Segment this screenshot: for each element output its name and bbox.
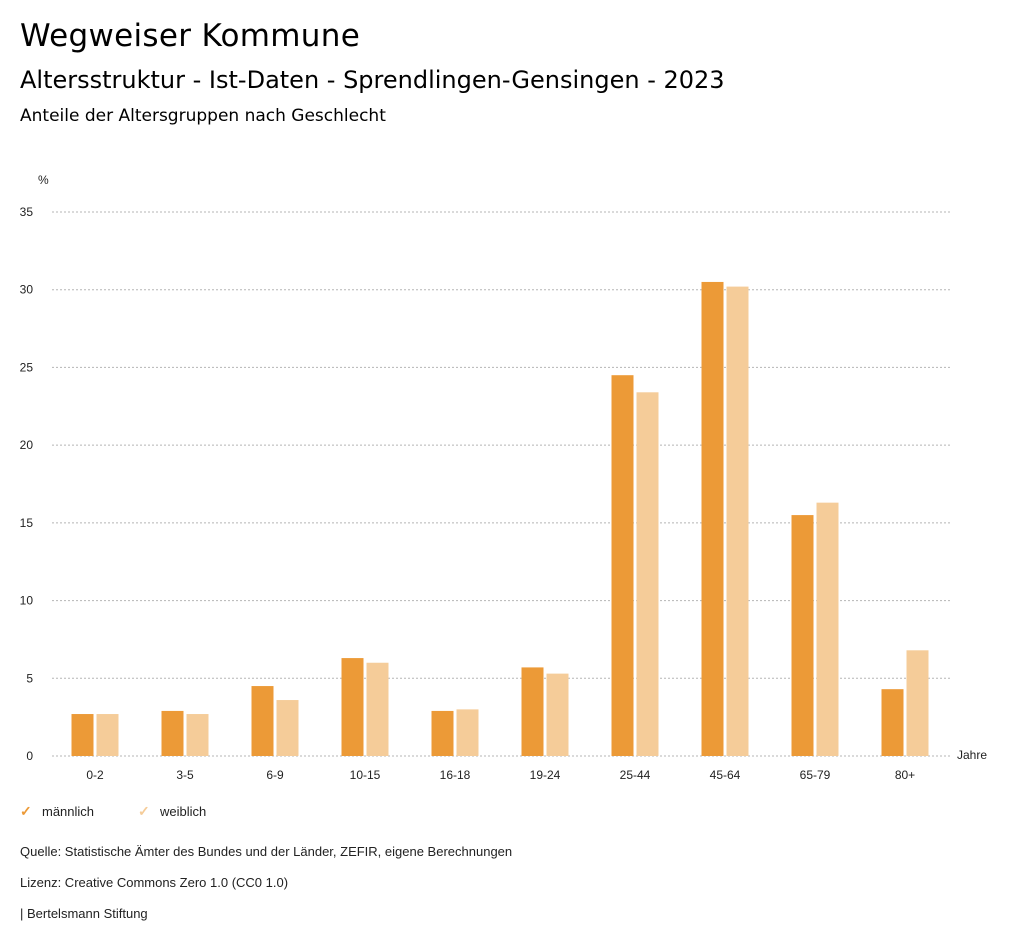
y-axis-label: % <box>38 173 49 187</box>
x-tick-label: 80+ <box>895 768 915 782</box>
y-tick-label: 0 <box>26 749 33 763</box>
y-axis-ticks: 0 5 10 15 20 25 30 35 <box>20 205 34 763</box>
y-tick-label: 20 <box>20 438 34 452</box>
chart-title: Anteile der Altersgruppen nach Geschlech… <box>20 106 386 126</box>
bar-männlich-3-5[interactable] <box>161 710 184 756</box>
bar-weiblich-19-24[interactable] <box>546 673 569 756</box>
bar-weiblich-3-5[interactable] <box>186 714 209 756</box>
bars <box>71 281 929 756</box>
x-tick-label: 45-64 <box>710 768 741 782</box>
bar-männlich-45-64[interactable] <box>701 281 724 756</box>
bar-männlich-19-24[interactable] <box>521 667 544 756</box>
x-tick-label: 25-44 <box>620 768 651 782</box>
x-tick-label: 65-79 <box>800 768 831 782</box>
publisher-text: | Bertelsmann Stiftung <box>20 906 148 921</box>
bar-weiblich-6-9[interactable] <box>276 700 299 756</box>
y-tick-label: 25 <box>20 360 34 374</box>
x-tick-label: 6-9 <box>266 768 284 782</box>
y-tick-label: 5 <box>26 671 33 685</box>
bar-männlich-25-44[interactable] <box>611 375 634 756</box>
x-tick-label: 16-18 <box>440 768 471 782</box>
bar-weiblich-65-79[interactable] <box>816 502 839 756</box>
grid-lines <box>52 211 952 757</box>
bar-männlich-0-2[interactable] <box>71 714 94 756</box>
y-tick-label: 35 <box>20 205 34 219</box>
bar-weiblich-0-2[interactable] <box>96 714 119 756</box>
x-tick-label: 0-2 <box>86 768 104 782</box>
license-text: Lizenz: Creative Commons Zero 1.0 (CC0 1… <box>20 875 289 890</box>
legend-label: weiblich <box>160 804 207 819</box>
bar-männlich-65-79[interactable] <box>791 515 814 756</box>
source-text: Quelle: Statistische Ämter des Bundes un… <box>20 844 513 859</box>
y-tick-label: 10 <box>20 594 34 608</box>
bar-chart: 0 5 10 15 20 25 30 35 0-2 3-5 6-9 10-15 16-18 19-24 2… <box>20 173 988 782</box>
check-icon: ✓ <box>138 803 150 819</box>
y-tick-label: 15 <box>20 516 34 530</box>
bar-weiblich-25-44[interactable] <box>636 392 659 756</box>
x-axis-ticks: 0-2 3-5 6-9 10-15 16-18 19-24 25-44 45-64 65-79 8… <box>86 768 915 782</box>
bar-weiblich-16-18[interactable] <box>456 709 479 756</box>
chart-subtitle: Altersstruktur - Ist-Daten - Sprendlinge… <box>20 66 725 94</box>
bar-männlich-16-18[interactable] <box>431 710 454 756</box>
bar-männlich-80+[interactable] <box>881 689 904 756</box>
y-tick-label: 30 <box>20 283 34 297</box>
x-tick-label: 10-15 <box>350 768 381 782</box>
bar-weiblich-45-64[interactable] <box>726 286 749 756</box>
legend-label: männlich <box>42 804 95 819</box>
page-title: Wegweiser Kommune <box>20 18 361 54</box>
x-axis-label: Jahre <box>957 748 987 762</box>
check-icon: ✓ <box>20 803 32 819</box>
x-tick-label: 19-24 <box>530 768 561 782</box>
bar-männlich-6-9[interactable] <box>251 686 274 756</box>
legend-item-weiblich[interactable]: ✓ weiblich <box>138 803 206 820</box>
bar-weiblich-10-15[interactable] <box>366 662 389 756</box>
bar-weiblich-80+[interactable] <box>906 650 929 756</box>
legend-item-maennlich[interactable]: ✓ männlich <box>20 803 94 820</box>
bar-männlich-10-15[interactable] <box>341 658 364 756</box>
x-tick-label: 3-5 <box>176 768 194 782</box>
